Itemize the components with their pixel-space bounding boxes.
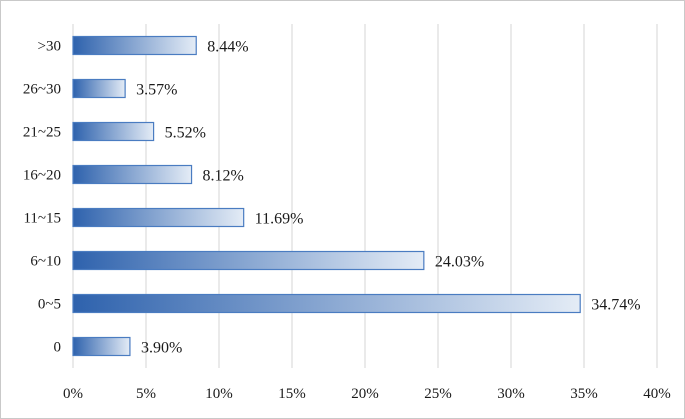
data-label: 5.52% <box>165 125 206 142</box>
data-label: 8.44% <box>207 39 248 56</box>
bar <box>72 78 126 99</box>
bar <box>72 293 581 314</box>
x-tick-label: 10% <box>205 386 233 402</box>
bar <box>72 121 155 142</box>
category-label: 0~5 <box>38 297 61 313</box>
bar <box>72 164 193 185</box>
x-tick-label: 30% <box>497 386 525 402</box>
category-label: 6~10 <box>30 254 61 270</box>
data-label: 11.69% <box>255 211 304 228</box>
x-tick-label: 15% <box>278 386 306 402</box>
data-label: 3.90% <box>141 340 182 357</box>
bar <box>72 207 245 228</box>
category-label: 0 <box>54 340 62 356</box>
data-label: 3.57% <box>136 82 177 99</box>
data-label: 24.03% <box>435 254 484 271</box>
category-label: 26~30 <box>23 82 61 98</box>
x-tick-label: 0% <box>63 386 83 402</box>
bar <box>72 336 131 357</box>
gridlines <box>72 24 658 368</box>
data-label: 8.12% <box>203 168 244 185</box>
bar <box>72 250 425 271</box>
x-tick-label: 35% <box>570 386 598 402</box>
category-label: 11~15 <box>23 211 61 227</box>
labels: 0% 5% 10% 15% 20% 25% 30% 35% 40% >30 8.44% 26~30 3.… <box>23 39 671 403</box>
category-label: 16~20 <box>23 168 61 184</box>
bar <box>72 35 197 56</box>
category-label: >30 <box>38 39 61 55</box>
x-tick-label: 5% <box>136 386 156 402</box>
data-label: 34.74% <box>591 297 640 314</box>
category-label: 21~25 <box>23 125 61 141</box>
bars <box>72 35 581 357</box>
x-tick-label: 20% <box>351 386 379 402</box>
x-tick-label: 25% <box>424 386 452 402</box>
x-tick-label: 40% <box>643 386 671 402</box>
